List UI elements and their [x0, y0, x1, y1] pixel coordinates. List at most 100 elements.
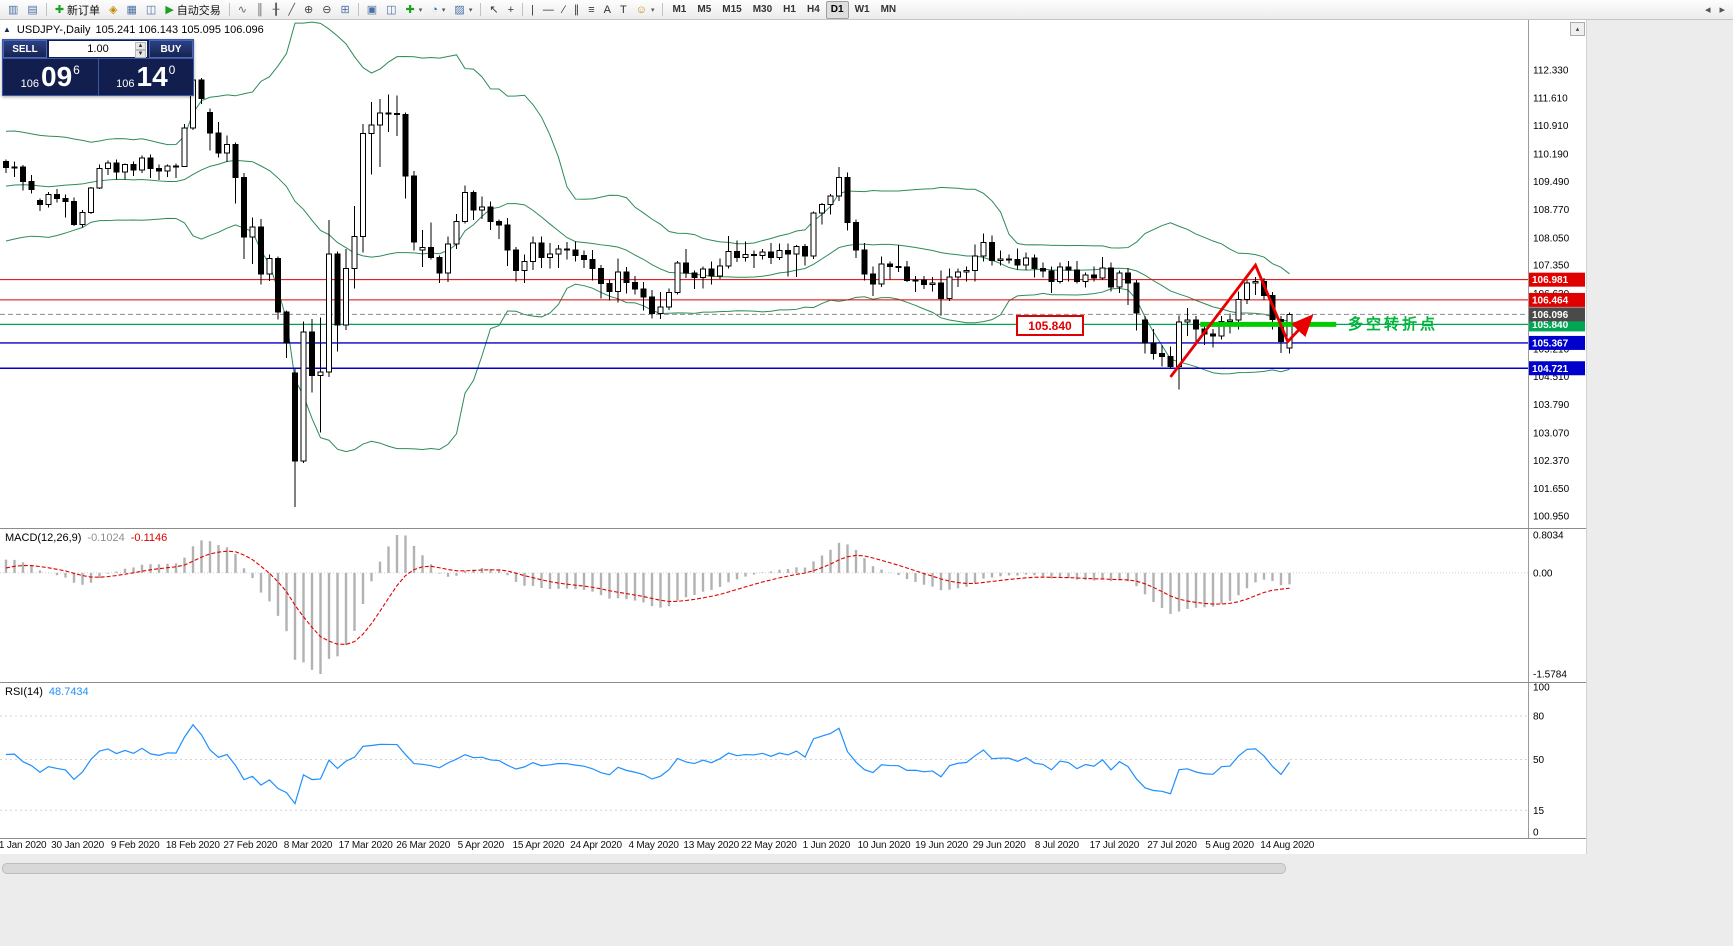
trendline-button[interactable]: ∕ — [559, 1, 569, 19]
periods-dropdown-button[interactable]: ◔ ▾ — [427, 1, 449, 19]
candle-body — [971, 255, 979, 271]
toolbar-scroll-right-icon: ▸ — [1719, 3, 1725, 16]
price-note-box[interactable]: 105.840 — [1016, 315, 1084, 336]
new-chart-button[interactable]: ▥ — [4, 1, 22, 19]
toolbar-scroll-right-button[interactable]: ▸ — [1715, 1, 1729, 19]
volume-down-icon[interactable]: ▼ — [135, 50, 146, 58]
candle-body — [512, 249, 520, 271]
add-indicator-button[interactable]: ✚ ▾ — [402, 1, 427, 19]
candle-body — [1107, 267, 1115, 288]
macd-panel[interactable]: 0.8034 0.00 -1.5784 — [0, 529, 1586, 683]
vertical-line-button[interactable]: | — [527, 1, 538, 19]
navigator-button[interactable]: ◫ — [142, 1, 160, 19]
volume-spinner: ▲ ▼ — [135, 42, 146, 58]
timeframe-d1-button[interactable]: D1 — [825, 0, 849, 19]
candle-body — [478, 206, 486, 211]
timeframe-h1-button[interactable]: H1 — [783, 4, 796, 15]
candle-body — [725, 250, 732, 267]
timeframe-m5-button[interactable]: M5 — [697, 4, 712, 15]
candle-body — [912, 279, 919, 282]
toolbar-scroll-left-button[interactable]: ◂ — [1701, 1, 1715, 19]
zoom-in-button[interactable]: ⊕ — [300, 1, 317, 19]
timeframe-h4-button[interactable]: H4 — [806, 4, 820, 15]
sell-price-display[interactable]: 106 09 6 — [3, 59, 99, 95]
price-tick: 102.370 — [1533, 456, 1570, 467]
market-watch-button[interactable]: ▦ — [123, 1, 141, 19]
cascade-windows-button[interactable]: ▣ — [363, 1, 381, 19]
channel-button[interactable]: ∥ — [570, 1, 584, 19]
candle-body — [317, 371, 324, 377]
horizontal-line-button[interactable]: — — [539, 1, 558, 19]
candle-body — [648, 296, 656, 314]
new-order-button-label: 新订单 — [67, 4, 101, 17]
date-axis[interactable]: 21 Jan 2020 30 Jan 2020 9 Feb 2020 18 Feb 2… — [0, 839, 1586, 854]
candle-body — [487, 206, 494, 223]
zoom-out-button[interactable]: ⊖ — [318, 1, 335, 19]
one-click-collapse-icon[interactable]: ▲ — [3, 25, 11, 34]
main-price-chart[interactable]: 112.330 111.610 110.910 110.190 109.490 108.7… — [0, 20, 1586, 529]
candle-body — [87, 187, 95, 213]
timeframe-mn-button[interactable]: MN — [880, 4, 897, 15]
candle-body — [589, 258, 596, 270]
candle-body — [291, 372, 299, 462]
price-tick: 110.190 — [1533, 149, 1569, 160]
volume-field[interactable]: 1.00 ▲ ▼ — [49, 41, 147, 58]
timeframe-m1-button[interactable]: M1 — [672, 4, 687, 15]
line-chart-button[interactable]: ╱ — [284, 1, 299, 19]
timeframe-w1-button[interactable]: W1 — [854, 4, 870, 15]
date-label: 10 Jun 2020 — [857, 840, 911, 851]
turning-point-note[interactable]: 多空转折点 — [1348, 316, 1439, 333]
date-label: 17 Mar 2020 — [338, 840, 393, 851]
text-button[interactable]: A — [600, 1, 615, 19]
horizontal-scrollbar[interactable] — [2, 863, 1286, 874]
chart-window: 112.330 111.610 110.910 110.190 109.490 108.7… — [0, 20, 1733, 946]
cursor-button[interactable]: ↖ — [485, 1, 502, 19]
candle-body — [393, 112, 401, 115]
candle-body — [138, 157, 146, 171]
volume-up-icon[interactable]: ▲ — [135, 42, 146, 50]
tile-windows-icon: ⊞ — [340, 3, 350, 16]
candle-body — [36, 200, 44, 205]
candle-body — [801, 245, 809, 257]
profiles-button[interactable]: ▤ — [23, 1, 41, 19]
scroll-up-button[interactable]: ▴ — [1570, 22, 1585, 36]
fibonacci-button[interactable]: ≡ — [584, 1, 598, 19]
new-chart-icon: ▥ — [8, 3, 19, 16]
candle-body — [869, 273, 877, 285]
timeframe-m15-button[interactable]: M15 — [722, 4, 742, 15]
candle-body — [11, 166, 18, 169]
autotrading-button[interactable]: ▶ 自动交易 — [161, 1, 224, 19]
candle-body — [631, 281, 639, 290]
tile-windows-button[interactable]: ⊞ — [336, 1, 353, 19]
candle-body — [1099, 267, 1106, 279]
chart-canvas[interactable]: 112.330 111.610 110.910 110.190 109.490 108.7… — [0, 20, 1586, 854]
date-label: 27 Jul 2020 — [1147, 840, 1197, 851]
candle-body — [691, 272, 698, 279]
crosshair-button[interactable]: + — [504, 1, 518, 19]
candle-body — [1082, 274, 1089, 283]
date-label: 1 Jun 2020 — [802, 840, 851, 851]
candlestick-chart-button[interactable]: ╂ — [269, 1, 284, 19]
new-order-button[interactable]: ✚ 新订单 — [51, 1, 104, 19]
arrange-windows-button[interactable]: ◫ — [382, 1, 400, 19]
add-indicator-icon: ✚ — [405, 3, 415, 16]
high-value: 106.143 — [138, 24, 179, 36]
buy-price-display[interactable]: 106 14 0 — [99, 59, 194, 95]
candle-body — [640, 288, 647, 298]
toolbar-separator — [522, 3, 523, 16]
zigzag-arrow-annotation[interactable] — [1169, 262, 1314, 378]
metaeditor-button[interactable]: ◈ — [105, 1, 121, 19]
timeframe-m30-button[interactable]: M30 — [752, 4, 773, 15]
candle-body — [980, 241, 987, 257]
svg-text:104.721: 104.721 — [1532, 364, 1569, 375]
candle-body — [597, 268, 605, 285]
candles-layer — [2, 73, 1293, 508]
buy-button[interactable]: BUY — [149, 40, 193, 58]
template-button[interactable]: ▨ ▾ — [450, 1, 476, 19]
rsi-panel[interactable]: 100 80 50 15 0 — [0, 683, 1586, 839]
label-button[interactable]: T — [616, 1, 631, 19]
bar-chart-button[interactable]: ║ — [252, 1, 268, 19]
arrows-button[interactable]: ☺ ▾ — [632, 1, 659, 19]
sell-button[interactable]: SELL — [3, 40, 47, 58]
indicators-button[interactable]: ∿ — [234, 1, 251, 19]
